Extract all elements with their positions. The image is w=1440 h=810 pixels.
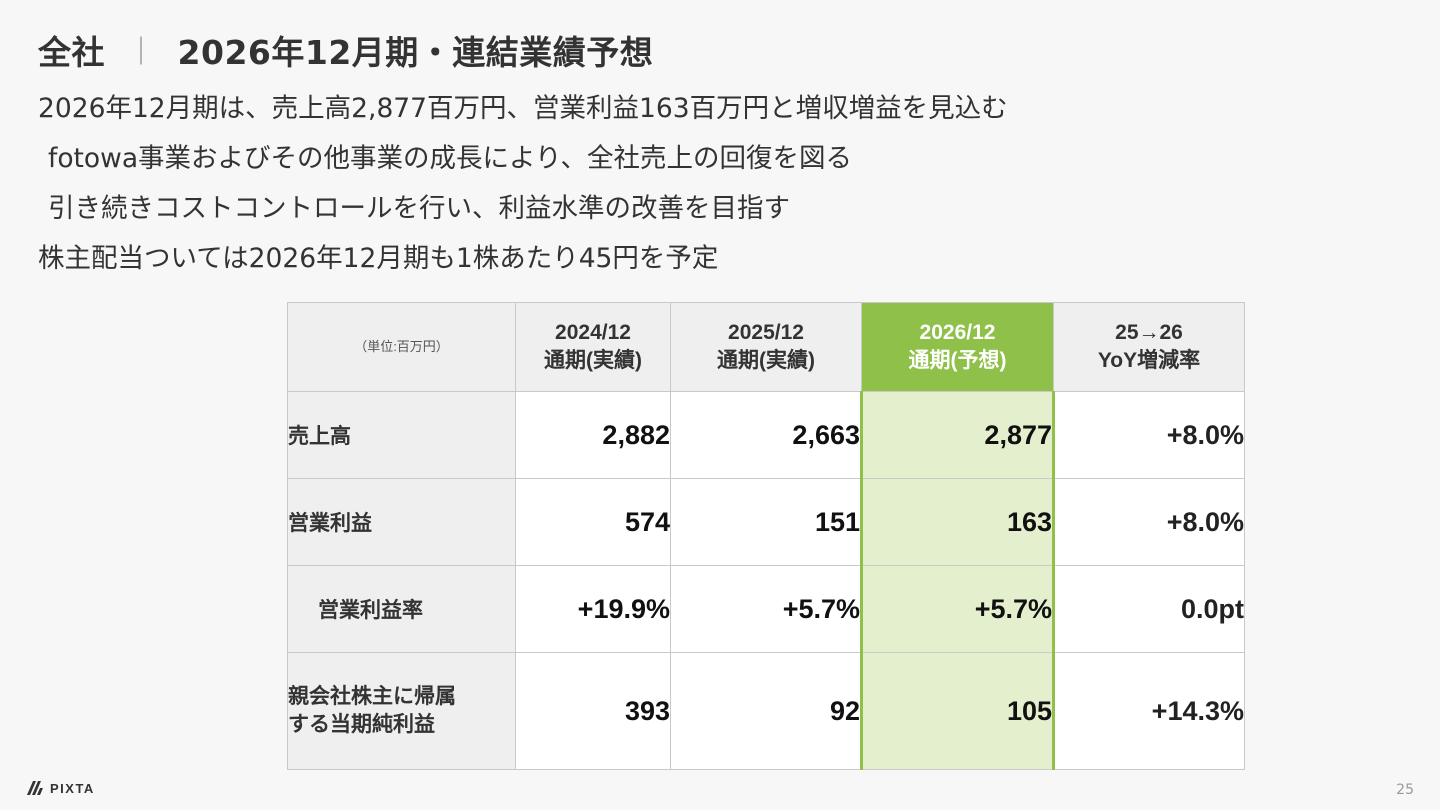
row-label-line2: する当期純利益 [288,713,435,736]
header-2025: 2025/12 通期(実績) [670,302,862,392]
forecast-table: （単位:百万円） 2024/12 通期(実績) 2025/12 通期(実績) 2… [287,302,1245,770]
summary-line-1: 2026年12月期は、売上高2,877百万円、営業利益163百万円と増収増益を見… [38,93,1008,124]
cell-2026: +5.7% [860,565,1055,653]
table-row-sales: 売上高 2,882 2,663 2,877 +8.0% [287,391,1245,479]
table-row-operating-income: 営業利益 574 151 163 +8.0% [287,478,1245,566]
cell-yoy: +8.0% [1053,391,1245,479]
title-section: 全社 [38,33,105,72]
header-2026-forecast: 2026/12 通期(予想) [861,302,1054,392]
cell-2024: 393 [515,652,671,770]
cell-2024: 2,882 [515,391,671,479]
header-line2: YoY増減率 [1097,349,1201,372]
table-row-net-income: 親会社株主に帰属 する当期純利益 393 92 105 +14.3% [287,652,1245,770]
cell-2026: 2,877 [860,391,1055,479]
cell-2024: 574 [515,478,671,566]
header-line1: 2026/12 [919,321,996,344]
title-separator: ｜ [127,35,156,68]
header-line1: 2024/12 [555,321,631,344]
header-line2: 通期(実績) [717,349,815,372]
summary-line-3: 引き続きコストコントロールを行い、利益水準の改善を目指す [48,193,790,224]
slide-title: 全社 ｜ 2026年12月期・連結業績予想 [38,26,653,74]
row-label-line1: 親会社株主に帰属 [288,685,456,708]
cell-2025: 92 [670,652,862,770]
header-line2: 通期(予想) [908,349,1007,372]
pixta-mark-icon [27,781,43,795]
header-2024: 2024/12 通期(実績) [515,302,671,392]
table-row-operating-margin: 営業利益率 +19.9% +5.7% +5.7% 0.0pt [287,565,1245,653]
table-header-row: （単位:百万円） 2024/12 通期(実績) 2025/12 通期(実績) 2… [287,302,1245,392]
row-label: 売上高 [287,391,516,479]
cell-yoy: +8.0% [1053,478,1245,566]
summary-line-4: 株主配当ついては2026年12月期も1株あたり45円を予定 [38,243,719,274]
cell-2025: 151 [670,478,862,566]
cell-2026: 105 [860,652,1055,770]
row-label: 親会社株主に帰属 する当期純利益 [287,652,516,770]
page-number: 25 [1396,782,1414,798]
summary-line-2: fotowa事業およびその他事業の成長により、全社売上の回復を図る [48,143,852,174]
header-yoy: 25→26 YoY増減率 [1053,302,1245,392]
cell-2026: 163 [860,478,1055,566]
cell-2024: +19.9% [515,565,671,653]
title-main: 2026年12月期・連結業績予想 [177,33,654,72]
header-line1: 25→26 [1115,321,1183,344]
cell-2025: 2,663 [670,391,862,479]
logo-text: PIXTA [50,780,95,796]
row-label: 営業利益 [287,478,516,566]
unit-label: （単位:百万円） [287,302,516,392]
row-label: 営業利益率 [287,565,516,653]
summary-text: 2026年12月期は、売上高2,877百万円、営業利益163百万円と増収増益を見… [38,84,1008,284]
pixta-logo: PIXTA [26,780,95,796]
header-line2: 通期(実績) [544,349,642,372]
cell-yoy: 0.0pt [1053,565,1245,653]
cell-yoy: +14.3% [1053,652,1245,770]
header-line1: 2025/12 [728,321,804,344]
cell-2025: +5.7% [670,565,862,653]
